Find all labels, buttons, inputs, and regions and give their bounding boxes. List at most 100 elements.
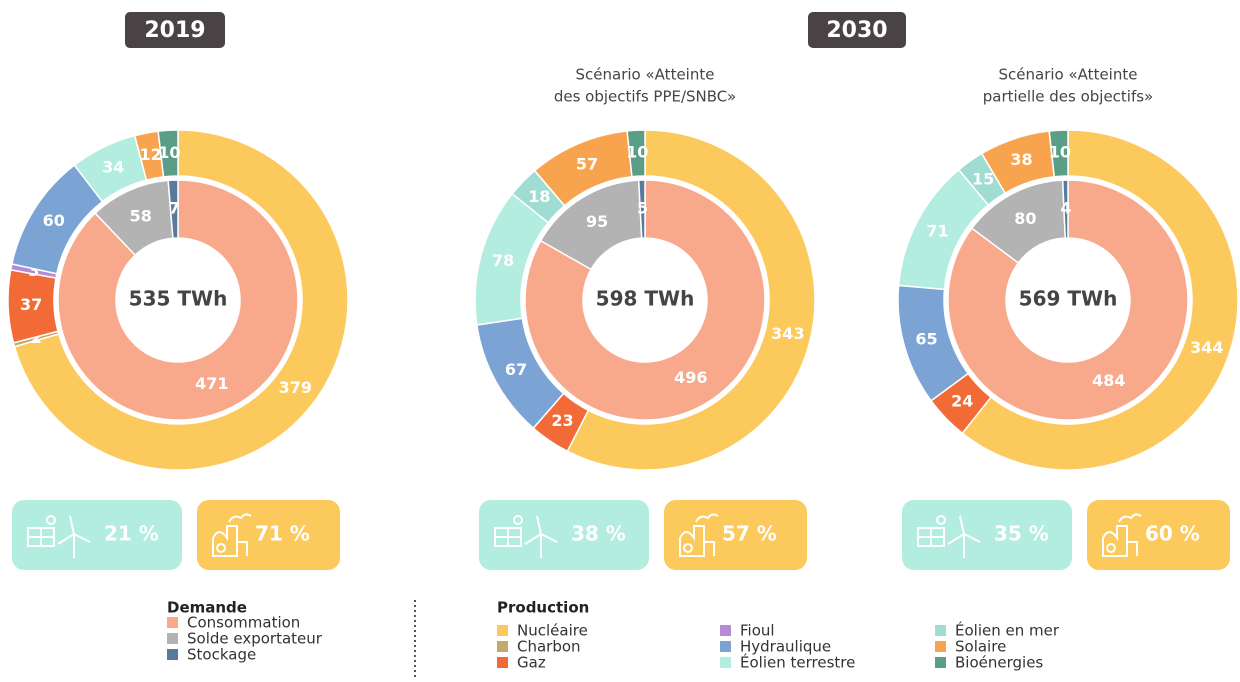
icon-part bbox=[46, 515, 56, 525]
value-label: 10 bbox=[1049, 143, 1071, 162]
value-label: 12 bbox=[140, 145, 162, 164]
value-label: 95 bbox=[586, 212, 608, 231]
icon-part bbox=[524, 515, 558, 545]
value-label: 34 bbox=[102, 158, 124, 177]
legend-swatch bbox=[935, 641, 946, 652]
header-box bbox=[125, 12, 225, 48]
icon-part bbox=[695, 513, 719, 523]
legend-label: Charbon bbox=[517, 638, 581, 656]
icon-part bbox=[936, 515, 946, 525]
value-label: 344 bbox=[1190, 338, 1223, 357]
value-label: 7 bbox=[169, 199, 180, 218]
value-label: 5 bbox=[637, 199, 648, 218]
value-label: 15 bbox=[972, 169, 994, 188]
value-label: 38 bbox=[1010, 150, 1032, 169]
legend-label: Consommation bbox=[187, 614, 300, 632]
subtitle: partielle des objectifs» bbox=[983, 88, 1154, 106]
legend-swatch bbox=[167, 617, 178, 628]
ring-segment bbox=[947, 179, 1189, 421]
value-label: 65 bbox=[915, 329, 937, 348]
legend-swatch bbox=[720, 625, 731, 636]
legend-title: Production bbox=[497, 599, 589, 617]
ring-segment bbox=[524, 179, 766, 421]
legend-label: Hydraulique bbox=[740, 638, 831, 656]
center-label: 598 TWh bbox=[596, 287, 695, 311]
legend-swatch bbox=[497, 657, 508, 668]
legend-swatch bbox=[167, 649, 178, 660]
value-label: 343 bbox=[771, 324, 804, 343]
icon-part bbox=[679, 525, 715, 557]
value-label: 57 bbox=[576, 154, 598, 173]
legend-title: Demande bbox=[167, 599, 247, 617]
ring-segment bbox=[13, 129, 349, 471]
ring-segment bbox=[167, 179, 179, 240]
value-label: 58 bbox=[130, 206, 152, 225]
value-label: 60 bbox=[43, 211, 65, 230]
icon-nuclear bbox=[212, 513, 252, 557]
badge-value: 35 % bbox=[994, 522, 1049, 546]
value-label: 4 bbox=[1060, 199, 1071, 218]
header: 2030 bbox=[826, 18, 887, 43]
icon-part bbox=[683, 543, 693, 553]
badge-value: 57 % bbox=[722, 522, 777, 546]
legend-swatch bbox=[720, 641, 731, 652]
badge-value: 71 % bbox=[255, 522, 310, 546]
legend-label: Gaz bbox=[517, 654, 546, 672]
legend-label: Solde exportateur bbox=[187, 630, 323, 648]
value-label: 496 bbox=[674, 368, 707, 387]
legend-label: Stockage bbox=[187, 646, 256, 664]
value-label: 37 bbox=[20, 295, 42, 314]
legend-swatch bbox=[497, 625, 508, 636]
value-label: 78 bbox=[492, 251, 514, 270]
icon-renewable bbox=[27, 515, 91, 558]
ring-segment bbox=[157, 129, 179, 178]
ring-segment bbox=[961, 129, 1239, 471]
legend-label: Éolien en mer bbox=[955, 621, 1060, 640]
legend-swatch bbox=[935, 625, 946, 636]
icon-part bbox=[1118, 513, 1142, 523]
value-label: 10 bbox=[158, 143, 180, 162]
ring-segment bbox=[566, 129, 816, 471]
legend-swatch bbox=[497, 641, 508, 652]
value-label: 379 bbox=[279, 378, 312, 397]
value-label: 471 bbox=[195, 374, 228, 393]
subtitle: Scénario «Atteinte bbox=[576, 66, 715, 84]
ring-segment bbox=[637, 179, 646, 239]
legend-swatch bbox=[167, 633, 178, 644]
legend-swatch bbox=[720, 657, 731, 668]
header: 2019 bbox=[144, 18, 205, 43]
legend-label: Fioul bbox=[740, 622, 775, 640]
legend-label: Solaire bbox=[955, 638, 1006, 656]
center-label: 569 TWh bbox=[1019, 287, 1118, 311]
icon-part bbox=[947, 515, 981, 545]
icon-renewable bbox=[917, 515, 981, 558]
icon-part bbox=[513, 515, 523, 525]
badge-value: 60 % bbox=[1145, 522, 1200, 546]
value-label: 10 bbox=[626, 143, 648, 162]
legend-swatch bbox=[935, 657, 946, 668]
badge-value: 38 % bbox=[571, 522, 626, 546]
ring-segment bbox=[57, 179, 299, 421]
value-label: 2 bbox=[31, 328, 42, 347]
icon-nuclear bbox=[679, 513, 719, 557]
ring-segment bbox=[626, 129, 646, 178]
value-label: 3 bbox=[28, 261, 39, 280]
icon-nuclear bbox=[1102, 513, 1142, 557]
value-label: 71 bbox=[926, 222, 948, 241]
icon-part bbox=[57, 515, 91, 545]
subtitle: Scénario «Atteinte bbox=[999, 66, 1138, 84]
icon-part bbox=[212, 525, 248, 557]
center-label: 535 TWh bbox=[129, 287, 228, 311]
subtitle: des objectifs PPE/SNBC» bbox=[554, 88, 736, 106]
icon-part bbox=[228, 513, 252, 523]
header-box bbox=[808, 12, 906, 48]
value-label: 24 bbox=[951, 392, 973, 411]
icon-renewable bbox=[494, 515, 558, 558]
value-label: 23 bbox=[551, 411, 573, 430]
legend-label: Éolien terrestre bbox=[740, 653, 855, 672]
value-label: 80 bbox=[1014, 209, 1036, 228]
ring-segment bbox=[1061, 179, 1069, 239]
value-label: 67 bbox=[505, 360, 527, 379]
icon-part bbox=[1102, 525, 1138, 557]
